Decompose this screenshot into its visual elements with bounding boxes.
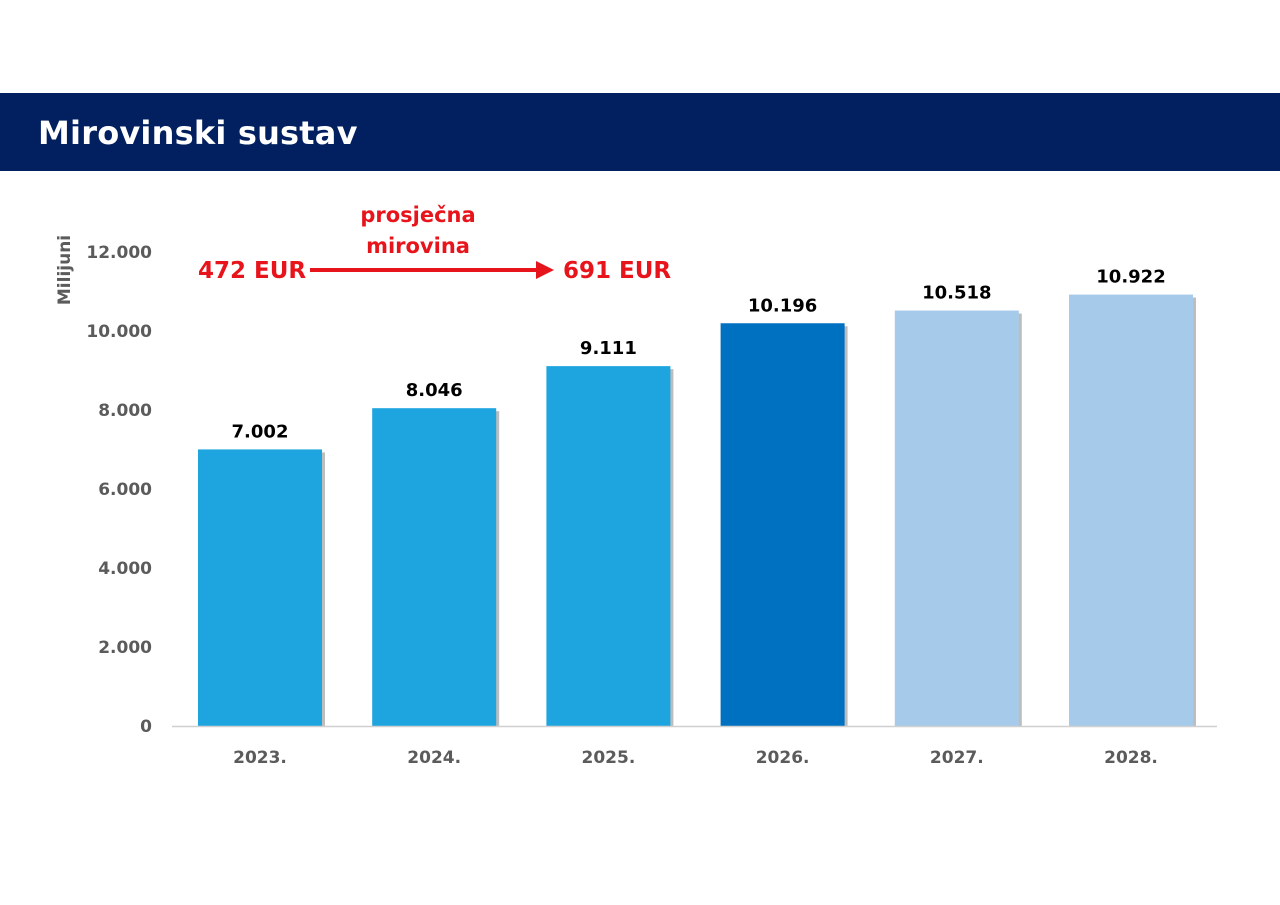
x-category-label: 2025. (582, 748, 636, 768)
title-bar: Mirovinski sustav (0, 93, 1280, 171)
x-category-label: 2028. (1104, 748, 1158, 768)
annotation-label-line1: prosječna (360, 203, 475, 227)
bar (198, 449, 322, 726)
y-tick-label: 10.000 (86, 322, 152, 342)
y-tick-label: 4.000 (98, 559, 152, 579)
arrow-right-icon (536, 261, 554, 279)
page-title: Mirovinski sustav (38, 114, 358, 152)
bar-value-label: 8.046 (406, 380, 463, 401)
y-axis-ticks: 0 2.000 4.000 6.000 8.000 10.000 12.000 (86, 243, 152, 737)
x-axis-categories: 2023. 2024. 2025. 2026. 2027. 2028. (233, 748, 1158, 768)
bars (198, 294, 1196, 726)
bar (1069, 294, 1193, 726)
bar (720, 323, 845, 726)
bar (894, 310, 1019, 726)
annotation-label-line2: mirovina (366, 234, 470, 258)
y-tick-label: 8.000 (98, 401, 152, 421)
annotation-from-value: 472 EUR (198, 258, 306, 284)
x-category-label: 2026. (756, 748, 810, 768)
bar (546, 366, 671, 726)
bar-value-label: 10.922 (1096, 267, 1165, 288)
y-tick-label: 12.000 (86, 243, 152, 263)
y-tick-label: 2.000 (98, 638, 152, 658)
bar-value-label: 10.518 (922, 283, 991, 304)
x-category-label: 2023. (233, 748, 287, 768)
bar (372, 408, 497, 726)
y-tick-label: 0 (140, 717, 152, 737)
y-tick-label: 6.000 (98, 480, 152, 500)
bar-value-label: 10.196 (748, 295, 817, 316)
bar-value-label: 7.002 (232, 421, 289, 442)
average-pension-annotation: prosječna mirovina 472 EUR 691 EUR (198, 203, 671, 284)
y-axis-label: Milijuni (55, 235, 75, 305)
value-labels: 7.002 8.046 9.111 10.196 10.518 10.922 (232, 267, 1166, 443)
bar-value-label: 9.111 (580, 338, 637, 359)
x-category-label: 2027. (930, 748, 984, 768)
x-category-label: 2024. (407, 748, 461, 768)
annotation-to-value: 691 EUR (563, 258, 671, 284)
